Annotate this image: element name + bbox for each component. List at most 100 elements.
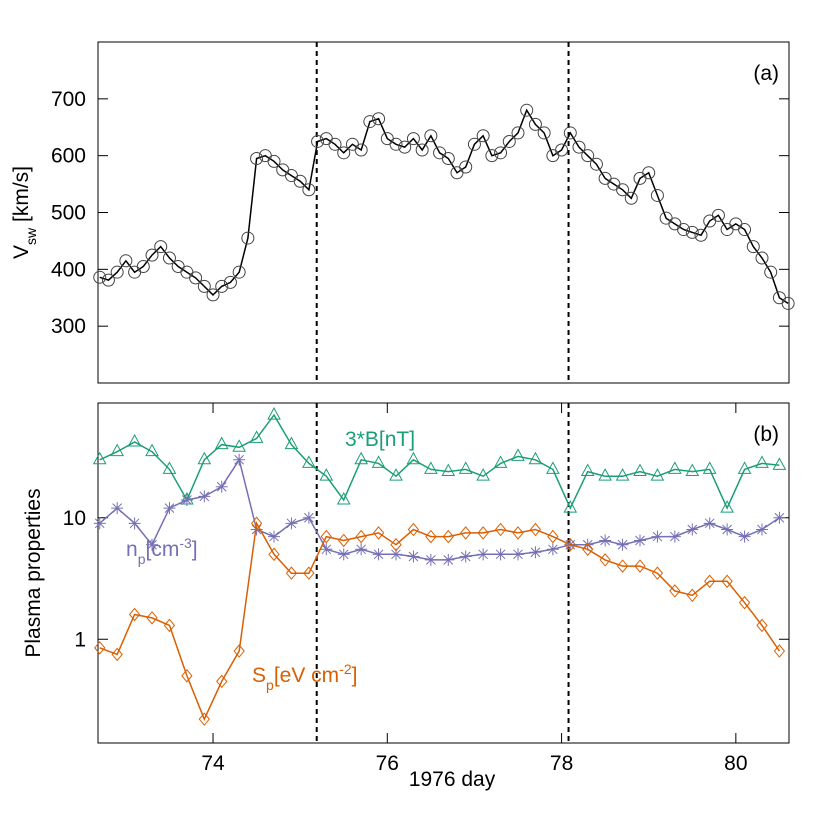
marker (328, 137, 342, 151)
label-part: n (126, 538, 138, 561)
marker (668, 530, 681, 543)
marker (685, 463, 700, 477)
marker (459, 550, 472, 563)
marker (424, 461, 438, 474)
marker (338, 533, 350, 548)
marker (441, 152, 455, 166)
series (92, 407, 787, 513)
series-line (99, 413, 780, 510)
x-tick-label: 78 (550, 752, 573, 775)
marker (320, 529, 332, 544)
marker (180, 494, 193, 506)
series (93, 453, 786, 566)
marker (101, 273, 115, 287)
marker (94, 641, 106, 655)
marker (485, 149, 499, 163)
marker (477, 548, 490, 561)
marker (512, 548, 525, 561)
marker (372, 112, 386, 126)
marker (128, 517, 141, 530)
marker (711, 208, 725, 222)
marker (616, 183, 630, 197)
marker (162, 461, 177, 474)
marker (476, 468, 490, 481)
marker (528, 451, 543, 465)
marker (685, 225, 699, 239)
marker (267, 407, 281, 420)
label-part: ] (352, 664, 358, 687)
marker (615, 468, 630, 481)
marker (128, 607, 141, 622)
marker (127, 433, 142, 447)
series (94, 516, 786, 726)
series (93, 103, 795, 310)
marker (232, 439, 247, 452)
marker (354, 143, 368, 157)
marker (215, 279, 229, 293)
marker (319, 468, 334, 481)
y-tick-label: 1 (74, 628, 86, 651)
series-label: 3*B[nT] (345, 428, 415, 451)
marker (694, 228, 708, 242)
marker (267, 154, 281, 168)
marker (781, 296, 795, 310)
marker (564, 537, 576, 552)
marker (145, 443, 159, 457)
y-tick-label: 500 (51, 202, 86, 225)
marker (494, 146, 508, 160)
marker (502, 134, 516, 148)
x-tick-label: 80 (724, 752, 747, 775)
marker (633, 463, 647, 477)
y-axis-label: Vsw [km/s] (10, 166, 39, 259)
marker (773, 511, 786, 524)
y-tick-label: 10 (63, 507, 86, 530)
marker (511, 126, 525, 140)
marker (493, 455, 508, 468)
label-part: ] (192, 538, 198, 561)
marker (677, 223, 691, 237)
marker (651, 566, 664, 580)
marker (268, 547, 280, 562)
marker (163, 502, 176, 515)
y-tick-label: 600 (51, 145, 86, 168)
marker (355, 543, 368, 556)
marker (529, 522, 542, 537)
marker (582, 542, 594, 557)
label-part: [cm (145, 538, 179, 561)
label-part: p (138, 551, 146, 567)
marker (477, 526, 489, 540)
marker (337, 548, 350, 561)
marker (442, 529, 454, 544)
marker (755, 251, 769, 265)
marker (302, 455, 316, 468)
marker (738, 223, 752, 237)
y-axis-label: Plasma properties (22, 488, 45, 657)
series-label: np[cm-3] (126, 535, 198, 567)
marker (249, 430, 264, 443)
x-tick-label: 76 (376, 752, 399, 775)
marker (389, 468, 403, 481)
marker (311, 134, 325, 148)
marker (494, 522, 507, 537)
marker (268, 530, 281, 543)
marker (738, 595, 751, 610)
marker (650, 188, 664, 202)
marker (223, 275, 237, 289)
marker (250, 516, 263, 531)
marker (624, 191, 638, 205)
y-tick-label: 300 (51, 315, 86, 338)
marker (181, 669, 193, 683)
marker (119, 254, 133, 268)
marker (241, 231, 255, 245)
marker (303, 566, 315, 580)
label-part: -3 (179, 535, 192, 551)
marker (407, 550, 420, 563)
marker (302, 183, 316, 197)
marker (406, 132, 420, 146)
marker (668, 461, 682, 474)
series-line (99, 108, 789, 305)
label-part: -2 (339, 661, 352, 677)
marker (546, 461, 560, 474)
marker (572, 140, 586, 154)
marker (721, 523, 734, 536)
